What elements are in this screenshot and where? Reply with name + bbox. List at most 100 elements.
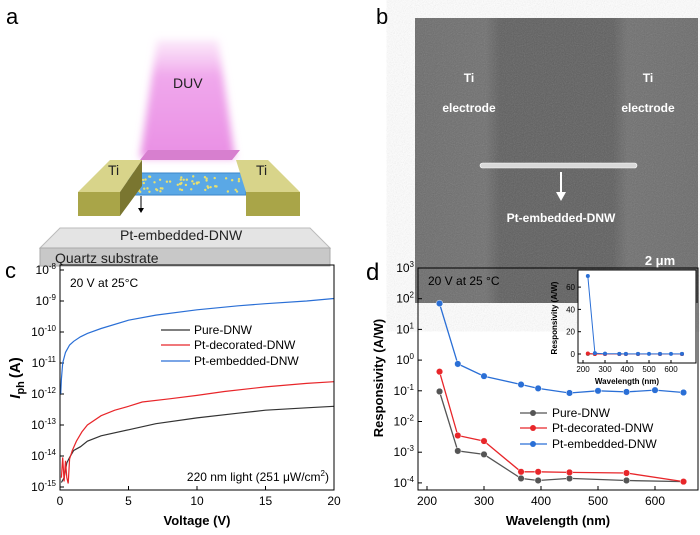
pt-particle: [225, 177, 227, 179]
tick-base: 10: [36, 294, 50, 308]
data-point: [436, 368, 443, 375]
inset-y-tick-label: 60: [566, 283, 575, 292]
pt-particle: [185, 184, 187, 186]
panel-label-d: d: [366, 259, 379, 286]
pt-particle: [238, 180, 240, 182]
x-tick-label: 20: [327, 494, 341, 508]
pt-particle: [214, 177, 216, 179]
pt-particle: [153, 181, 155, 183]
y-tick-label: 10-14: [31, 448, 56, 463]
inset-data-point: [586, 352, 590, 356]
pt-particle: [209, 186, 211, 188]
legend-marker: [530, 441, 536, 447]
x-axis-label: Wavelength (nm): [506, 513, 610, 528]
scale-bar-label: 2 μm: [645, 253, 675, 268]
tick-base: 10: [31, 418, 45, 432]
y-tick-label: 10-15: [31, 479, 56, 494]
pt-particle: [160, 187, 162, 189]
pt-particle: [159, 179, 161, 181]
inset-data-point: [680, 352, 684, 356]
tick-base: 10: [396, 261, 410, 275]
y-tick-label: 101: [396, 321, 414, 336]
tick-base: 10: [394, 415, 408, 429]
data-point: [481, 438, 488, 445]
data-point: [680, 389, 687, 396]
tick-exponent: -14: [44, 448, 56, 457]
inset-y-label: Responsivity (A/W): [550, 281, 559, 354]
tick-exponent: -15: [44, 479, 56, 488]
pt-particle: [227, 190, 229, 192]
inset-data-point: [647, 352, 651, 356]
legend-marker: [530, 425, 536, 431]
tick-exponent: -4: [407, 475, 415, 484]
data-point: [623, 389, 630, 396]
pt-particle: [148, 175, 150, 177]
legend-marker: [530, 410, 536, 416]
data-point: [436, 300, 443, 307]
inset-y-tick-label: 0: [571, 350, 576, 359]
x-axis-label: Voltage (V): [164, 513, 231, 528]
legend-label: Pt-decorated-DNW: [194, 338, 296, 352]
pt-particle: [159, 190, 161, 192]
data-point: [454, 361, 461, 368]
pt-particle: [186, 179, 188, 181]
tick-exponent: -11: [45, 355, 57, 364]
y-tick-label: 10-3: [394, 444, 415, 459]
pt-particle: [143, 187, 145, 189]
ti-electrode-right: [246, 192, 300, 216]
tick-base: 10: [36, 263, 50, 277]
data-point: [595, 388, 602, 395]
pt-particle: [191, 180, 193, 182]
inset-x-tick-label: 600: [664, 365, 678, 374]
y-tick-label: 10-10: [31, 324, 56, 339]
pt-particle: [148, 191, 150, 193]
pt-particle: [205, 179, 207, 181]
inset-data-point: [586, 274, 590, 278]
legend-label: Pt-decorated-DNW: [552, 421, 654, 435]
x-tick-label: 300: [474, 494, 494, 508]
data-point: [481, 451, 488, 458]
tick-exponent: -8: [49, 262, 57, 271]
beam-spot: [140, 150, 240, 160]
y-tick-label: 103: [396, 260, 414, 275]
tick-exponent: 2: [410, 291, 415, 300]
pt-particle: [182, 179, 184, 181]
pt-particle: [207, 187, 209, 189]
tick-exponent: -13: [44, 417, 56, 426]
inset-x-tick-label: 300: [598, 365, 612, 374]
y-tick-label: 10-2: [394, 414, 415, 429]
series-line-pt-decorated-dnw: [61, 382, 334, 484]
tick-base: 10: [396, 292, 410, 306]
inset-data-point: [593, 351, 597, 355]
pt-particle: [214, 185, 216, 187]
inset-data-point: [617, 352, 621, 356]
tick-base: 10: [32, 356, 46, 370]
legend-label: Pt-embedded-DNW: [194, 354, 299, 368]
pt-particle: [139, 191, 141, 193]
data-point: [535, 468, 542, 475]
tick-exponent: -10: [44, 324, 56, 333]
y-tick-label: 10-13: [31, 417, 56, 432]
panel-label-b: b: [376, 4, 388, 29]
left-electrode-label-1: Ti: [464, 71, 474, 85]
panel-a-schematic: a Quartz substrate DUV Ti Ti Pt-embedded…: [6, 4, 330, 266]
pt-particle: [155, 188, 157, 190]
y-tick-label: 10-9: [36, 293, 57, 308]
right-electrode-label-1: Ti: [643, 71, 653, 85]
duv-beam: [140, 40, 235, 158]
data-point: [518, 475, 525, 482]
data-point: [652, 387, 659, 394]
tick-base: 10: [396, 322, 410, 336]
y-tick-label: 10-12: [31, 386, 56, 401]
legend-label: Pure-DNW: [194, 323, 253, 337]
inset-data-point: [603, 352, 607, 356]
annotation-conditions: 20 V at 25 °C: [428, 274, 500, 288]
tick-base: 10: [31, 325, 45, 339]
tick-exponent: 3: [410, 260, 415, 269]
pt-particle: [192, 175, 194, 177]
y-tick-label: 10-11: [32, 355, 57, 370]
data-point: [481, 373, 488, 380]
substrate-label: Quartz substrate: [55, 250, 159, 266]
